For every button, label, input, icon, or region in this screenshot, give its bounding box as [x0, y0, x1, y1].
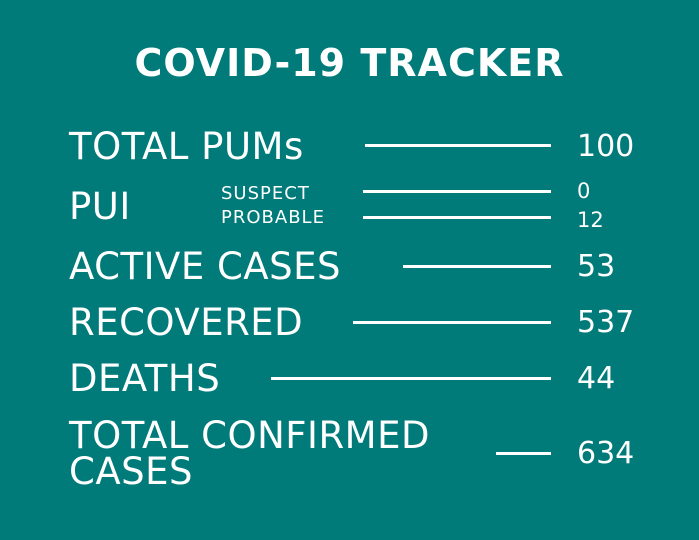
pui-suspect-label: SUSPECT [221, 183, 310, 204]
total-pums-line [365, 144, 551, 147]
pui-label: PUI [69, 185, 131, 228]
recovered-label: RECOVERED [69, 301, 304, 344]
deaths-value: 44 [577, 361, 616, 396]
active-cases-value: 53 [577, 249, 616, 284]
total-confirmed-line [496, 452, 551, 455]
deaths-line [271, 377, 551, 380]
pui-probable-line [363, 216, 551, 219]
recovered-value: 537 [577, 305, 635, 340]
pui-probable-value: 12 [577, 208, 604, 232]
total-confirmed-label-line1: TOTAL CONFIRMED [69, 414, 430, 457]
pui-probable-label: PROBABLE [221, 207, 325, 228]
active-cases-label: ACTIVE CASES [69, 245, 341, 288]
total-confirmed-value: 634 [577, 436, 635, 471]
total-confirmed-label: TOTAL CONFIRMED CASES [69, 414, 489, 493]
pui-suspect-value: 0 [577, 179, 591, 203]
tracker-title: COVID-19 TRACKER [134, 41, 565, 85]
active-cases-line [403, 265, 551, 268]
recovered-line [353, 321, 551, 324]
deaths-label: DEATHS [69, 357, 221, 400]
total-pums-value: 100 [577, 129, 635, 164]
total-pums-label: TOTAL PUMs [69, 125, 304, 168]
pui-suspect-line [363, 190, 551, 193]
total-confirmed-label-line2: CASES [69, 450, 193, 493]
